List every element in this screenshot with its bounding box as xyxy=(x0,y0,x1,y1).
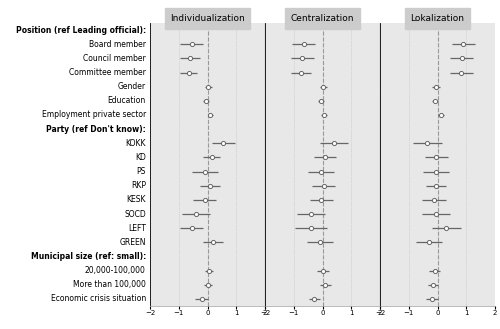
Text: Board member: Board member xyxy=(89,40,146,49)
Text: Economic crisis situation: Economic crisis situation xyxy=(50,294,146,303)
Text: More than 100,000: More than 100,000 xyxy=(73,280,146,289)
Title: Lokalization: Lokalization xyxy=(410,14,465,23)
Text: Education: Education xyxy=(108,96,146,105)
Text: Party (ref Don't know):: Party (ref Don't know): xyxy=(46,125,146,134)
Text: Municipal size (ref: small):: Municipal size (ref: small): xyxy=(30,252,146,261)
Title: Centralization: Centralization xyxy=(291,14,354,23)
Text: Employment private sector: Employment private sector xyxy=(42,111,146,119)
Text: KESK: KESK xyxy=(126,195,146,204)
Text: LEFT: LEFT xyxy=(128,224,146,233)
Text: Committee member: Committee member xyxy=(69,68,146,77)
Text: Position (ref Leading official):: Position (ref Leading official): xyxy=(16,26,146,35)
Text: KD: KD xyxy=(135,153,146,162)
Text: SOCD: SOCD xyxy=(124,210,146,218)
Text: RKP: RKP xyxy=(131,181,146,190)
Text: Gender: Gender xyxy=(118,82,146,91)
Text: PS: PS xyxy=(136,167,146,176)
Text: GREEN: GREEN xyxy=(120,238,146,247)
Text: 20,000-100,000: 20,000-100,000 xyxy=(85,266,146,275)
Text: KOKK: KOKK xyxy=(126,139,146,148)
Title: Individualization: Individualization xyxy=(170,14,245,23)
Text: Council member: Council member xyxy=(83,54,146,63)
